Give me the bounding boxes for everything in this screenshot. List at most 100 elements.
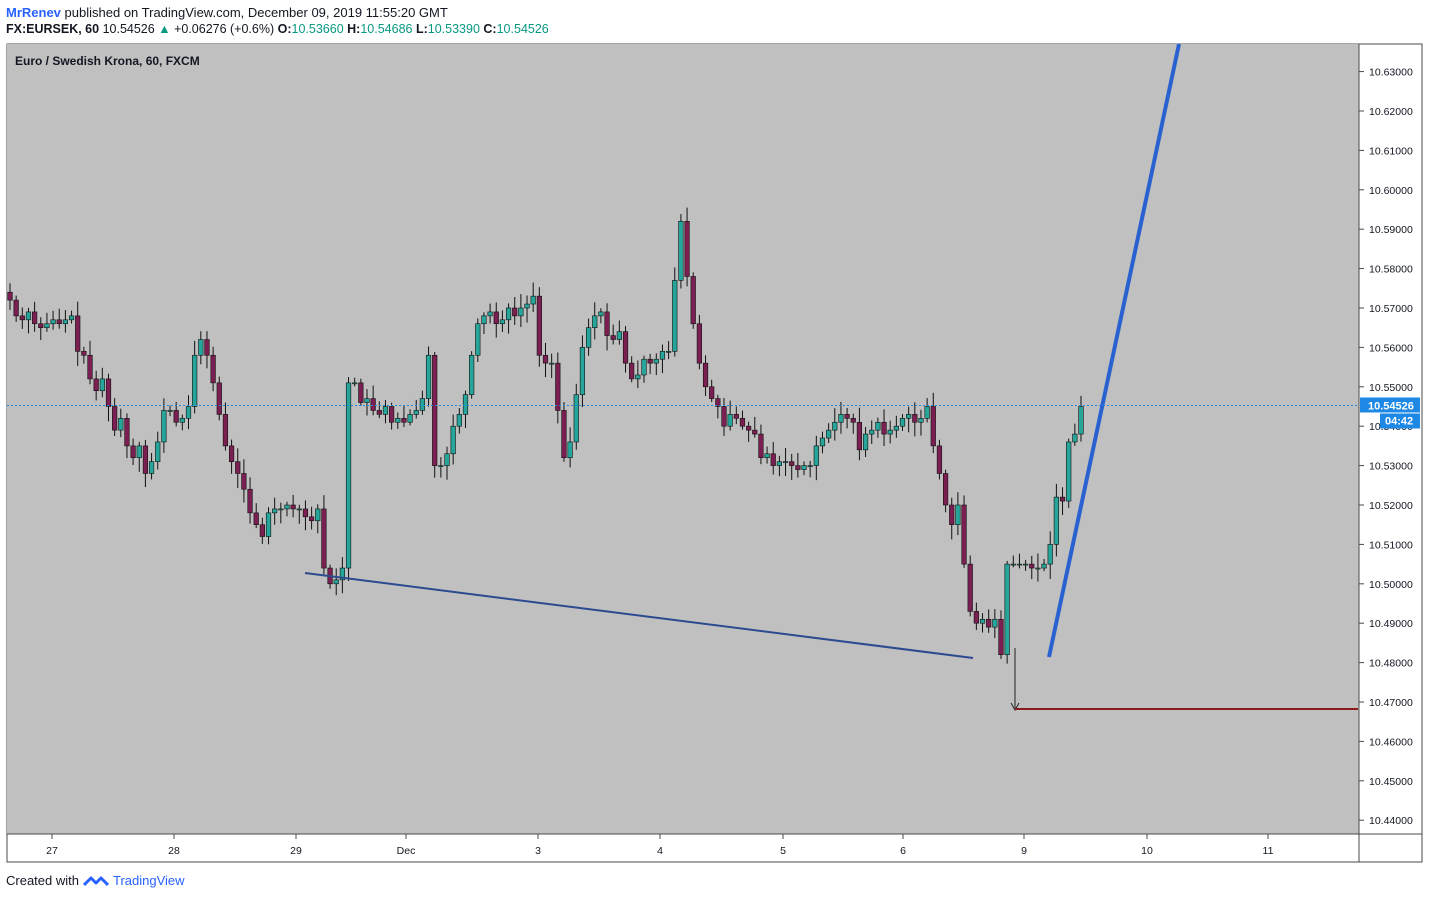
support-trend-line[interactable]	[304, 572, 974, 659]
tradingview-logo-icon[interactable]	[82, 874, 109, 888]
bearish-candle	[561, 410, 567, 459]
bullish-candle	[44, 323, 50, 328]
bullish-candle	[579, 347, 586, 395]
time-axis[interactable]: 27 28 29 Dec 3 4 5 6 9 10 11	[46, 834, 1274, 857]
bearish-candle	[56, 319, 62, 325]
price-tick-label: 10.60000	[1369, 185, 1413, 197]
bullish-candle	[659, 351, 666, 360]
bearish-candle	[376, 410, 382, 415]
bullish-candle	[592, 315, 598, 328]
bearish-candle	[758, 433, 764, 459]
bullish-candle	[284, 504, 290, 510]
bullish-candle	[352, 382, 358, 385]
bearish-candle	[930, 406, 936, 447]
bullish-candle	[524, 303, 530, 309]
last-price-tag-text: 10.54526	[1368, 400, 1414, 412]
bullish-candle	[499, 319, 506, 325]
bearish-candle	[93, 378, 99, 392]
bullish-candle	[598, 311, 604, 317]
bearish-candle	[721, 406, 727, 427]
last-price: 10.54526	[102, 22, 155, 36]
bullish-candle	[50, 319, 56, 325]
bearish-candle	[13, 299, 19, 317]
bullish-candle	[487, 311, 493, 317]
bullish-candle	[899, 418, 906, 427]
bullish-candle	[444, 453, 450, 466]
bearish-candle	[259, 524, 265, 537]
bullish-candle	[838, 414, 844, 423]
low-value: 10.53390	[427, 22, 480, 36]
bearish-candle	[1029, 563, 1035, 569]
bullish-candle	[99, 378, 105, 392]
price-tick-label: 10.49000	[1369, 618, 1413, 630]
bearish-candle	[715, 398, 721, 407]
price-tick-label: 10.63000	[1369, 67, 1413, 79]
price-change: +0.06276 (+0.6%)	[174, 22, 275, 36]
bearish-candle	[321, 508, 327, 569]
bearish-candle	[401, 418, 407, 423]
bullish-candle	[278, 508, 284, 511]
bullish-candle	[345, 382, 352, 569]
bullish-candle	[395, 418, 401, 423]
bullish-candle	[992, 618, 998, 628]
tradingview-brand[interactable]: TradingView	[112, 873, 185, 888]
bullish-candle	[819, 437, 826, 447]
bullish-candle	[413, 410, 419, 415]
bearish-candle	[973, 611, 979, 624]
bearish-candle	[702, 362, 709, 388]
bearish-candle	[112, 406, 118, 431]
bullish-candle	[1010, 563, 1016, 566]
bullish-candle	[764, 453, 770, 459]
bullish-candle	[1023, 563, 1029, 566]
bullish-candle	[161, 410, 167, 443]
time-tick-label: 3	[535, 845, 541, 857]
time-tick-label: 4	[657, 845, 663, 857]
price-tick-label: 10.45000	[1369, 776, 1413, 788]
price-tick-label: 10.46000	[1369, 736, 1413, 748]
bullish-candle	[407, 414, 413, 423]
bullish-candle	[155, 441, 161, 462]
bullish-candle	[1016, 563, 1023, 566]
bearish-candle	[389, 406, 395, 423]
bullish-candle	[462, 394, 469, 415]
bullish-candle	[382, 406, 389, 415]
bearish-candle	[942, 473, 949, 506]
bullish-candle	[782, 461, 789, 463]
bullish-candle	[62, 319, 68, 325]
bullish-candle	[1078, 406, 1084, 435]
bullish-candle	[469, 354, 475, 395]
bullish-candle	[875, 421, 881, 431]
bearish-candle	[1059, 496, 1066, 502]
high-label: H:	[347, 22, 361, 36]
bearish-candle	[746, 425, 752, 431]
author-name[interactable]: MrRenev	[6, 5, 61, 20]
bearish-candle	[629, 362, 635, 380]
price-tick-label: 10.59000	[1369, 224, 1413, 236]
close-label: C:	[483, 22, 497, 36]
bearish-candle	[967, 563, 973, 612]
bearish-candle	[555, 362, 561, 411]
bearish-candle	[75, 315, 81, 352]
bearish-candle	[690, 276, 696, 325]
bullish-projection-line[interactable]	[1047, 43, 1181, 658]
bearish-candle	[235, 461, 241, 474]
bearish-candle	[7, 291, 13, 301]
bearish-candle	[881, 421, 887, 435]
bearish-candle	[752, 429, 758, 435]
time-tick-label: 9	[1021, 845, 1027, 857]
price-tick-label: 10.47000	[1369, 697, 1413, 709]
price-axis[interactable]: 10.63000 10.62000 10.61000 10.60000 10.59000…	[1359, 67, 1413, 828]
bearish-candle	[709, 386, 715, 399]
bearish-candle	[949, 504, 955, 525]
bullish-candle	[438, 465, 444, 467]
bearish-candle	[696, 323, 702, 364]
price-tick-label: 10.51000	[1369, 539, 1413, 551]
bearish-candle	[81, 351, 87, 356]
time-tick-label: 5	[780, 845, 786, 857]
time-tick-label: 28	[168, 845, 180, 857]
bearish-candle	[19, 315, 25, 321]
bullish-candle	[198, 339, 204, 356]
bearish-candle	[856, 421, 863, 451]
plot-area	[7, 44, 1359, 834]
